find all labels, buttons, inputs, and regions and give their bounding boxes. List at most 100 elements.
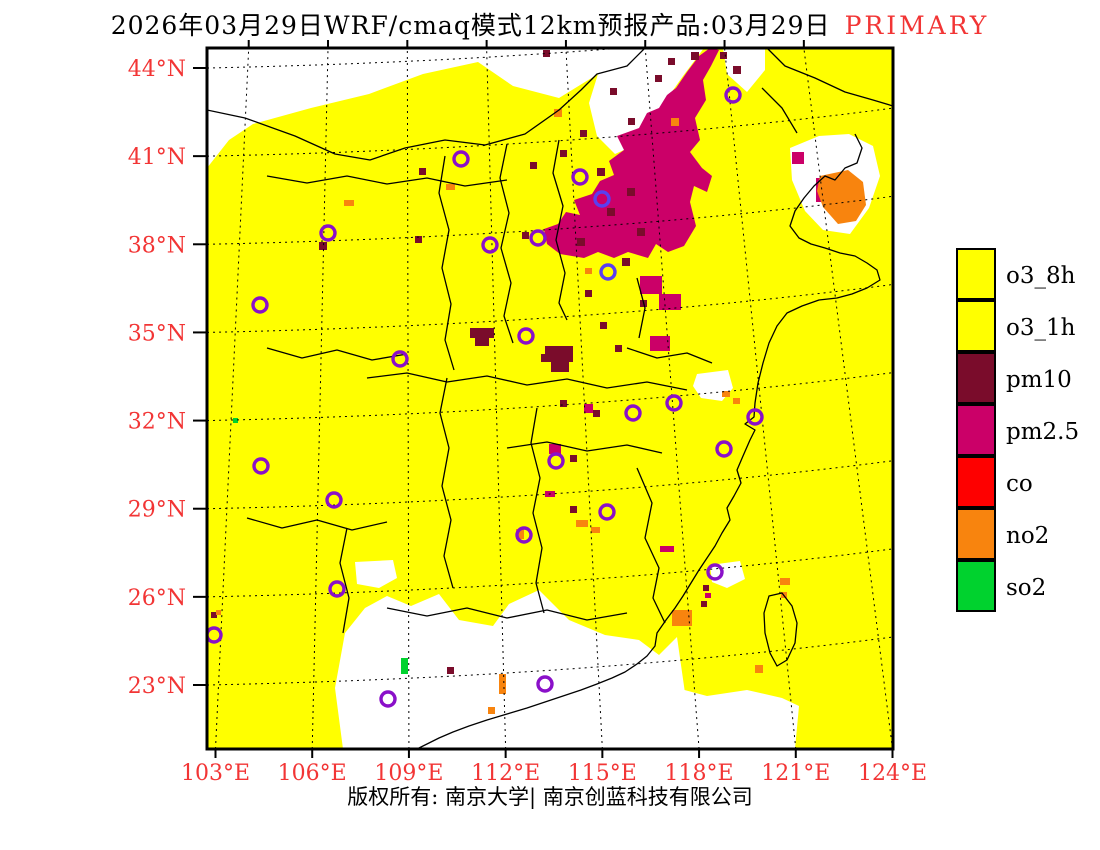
province-boundary [499,143,514,344]
no2-cell [672,610,692,626]
pm25-cell [705,593,711,598]
city-marker [599,263,617,281]
legend-label: pm10 [1006,367,1072,393]
y-tick-label: 41°N [128,145,186,170]
pm25-cell [549,444,561,454]
pm10-cell [570,506,577,513]
province-boundary [439,377,454,589]
no2-cell [554,109,562,117]
city-marker [481,236,499,254]
no2-cell [446,184,455,190]
legend-item-so2: so2 [956,560,1100,614]
pm25-cell [640,276,662,294]
title-primary-tag: PRIMARY [844,11,990,40]
y-tick-label: 29°N [128,498,186,523]
parallel-line [207,195,893,245]
parallel-line [207,48,629,69]
parallel-line [207,283,893,333]
x-tick-label: 112°E [471,761,540,786]
city-marker [515,526,533,544]
no-data-region [723,48,765,92]
city-marker [547,452,565,470]
pm25-cell [584,404,593,413]
parallel-line [207,548,893,598]
no2-cell [722,391,730,397]
figure-title: 2026年03月29日WRF/cmaq模式12km预报产品:03月29日 PRIM… [0,6,1100,42]
pm10-cell [733,66,741,74]
y-tick-label: 44°N [128,57,186,82]
pm25-cell [660,546,674,552]
pm10-cell [319,242,327,250]
city-marker [536,675,554,693]
pm10-cell [703,585,709,591]
x-tick-label: 115°E [568,761,637,786]
city-marker [571,168,589,186]
title-text: 2026年03月29日WRF/cmaq模式12km预报产品:03月29日 [110,11,831,40]
province-boundary [530,407,545,614]
x-tick-label: 106°E [278,761,347,786]
no2-cell [499,674,506,694]
pm10-cell [415,236,422,243]
city-marker [746,408,764,426]
so2-cell [233,418,238,423]
city-marker [665,394,683,412]
no2-region [817,170,866,224]
no-data-region [642,688,799,749]
pm10-cell [600,322,607,329]
no2-cell [780,578,790,585]
parallel-line [207,107,893,157]
admin-boundaries [207,48,893,749]
legend-item-pm10: pm10 [956,352,1100,406]
province-boundary [207,48,646,161]
city-marker [391,350,409,368]
pm10-cell [560,400,567,407]
pm10-cell [720,52,727,59]
city-marker [207,626,223,644]
x-tick-label: 124°E [858,761,927,786]
pm10-cell [447,667,454,674]
legend-item-no2: no2 [956,508,1100,562]
legend-label: pm2.5 [1006,419,1080,445]
legend-swatch-pm10 [956,352,996,404]
pm10-cell [655,75,662,82]
no-data-region [207,48,478,168]
pm10-cell [419,168,426,175]
pm10-cell [580,130,587,137]
pm10-cell [470,328,494,338]
no2-cell [585,268,592,274]
city-marker [325,491,343,509]
province-boundary [266,175,508,187]
latlon-grid [207,48,893,749]
pm10-cell [627,188,635,196]
pm10-cell [701,601,707,607]
no2-cell [344,200,354,206]
legend-swatch-o3_1h [956,300,996,352]
pm25-region [544,48,719,258]
pm10-cell [570,455,577,462]
province-boundary [761,87,798,134]
y-tick-label: 32°N [128,410,186,435]
no2-cell [591,527,600,533]
pm10-cell [622,258,630,266]
pm10-cell [668,58,675,65]
pm10-cell [560,150,567,157]
legend-swatch-no2 [956,508,996,560]
no2-cell [488,707,495,714]
legend-swatch-o3_8h [956,248,996,300]
legend-swatch-so2 [956,560,996,612]
city-marker [724,86,742,104]
pm25-cell [792,152,804,164]
city-marker [379,690,397,708]
so2-cell [401,658,408,674]
province-boundary [438,155,455,371]
legend-label: so2 [1006,575,1047,601]
no2-cell [671,118,679,126]
legend-label: o3_1h [1006,315,1076,341]
no-data-region [589,48,704,154]
pm10-cell [585,290,592,297]
pm10-cell [545,346,573,362]
pm10-cell [607,208,615,216]
no-data-region [335,590,686,749]
x-tick-label: 103°E [181,761,250,786]
